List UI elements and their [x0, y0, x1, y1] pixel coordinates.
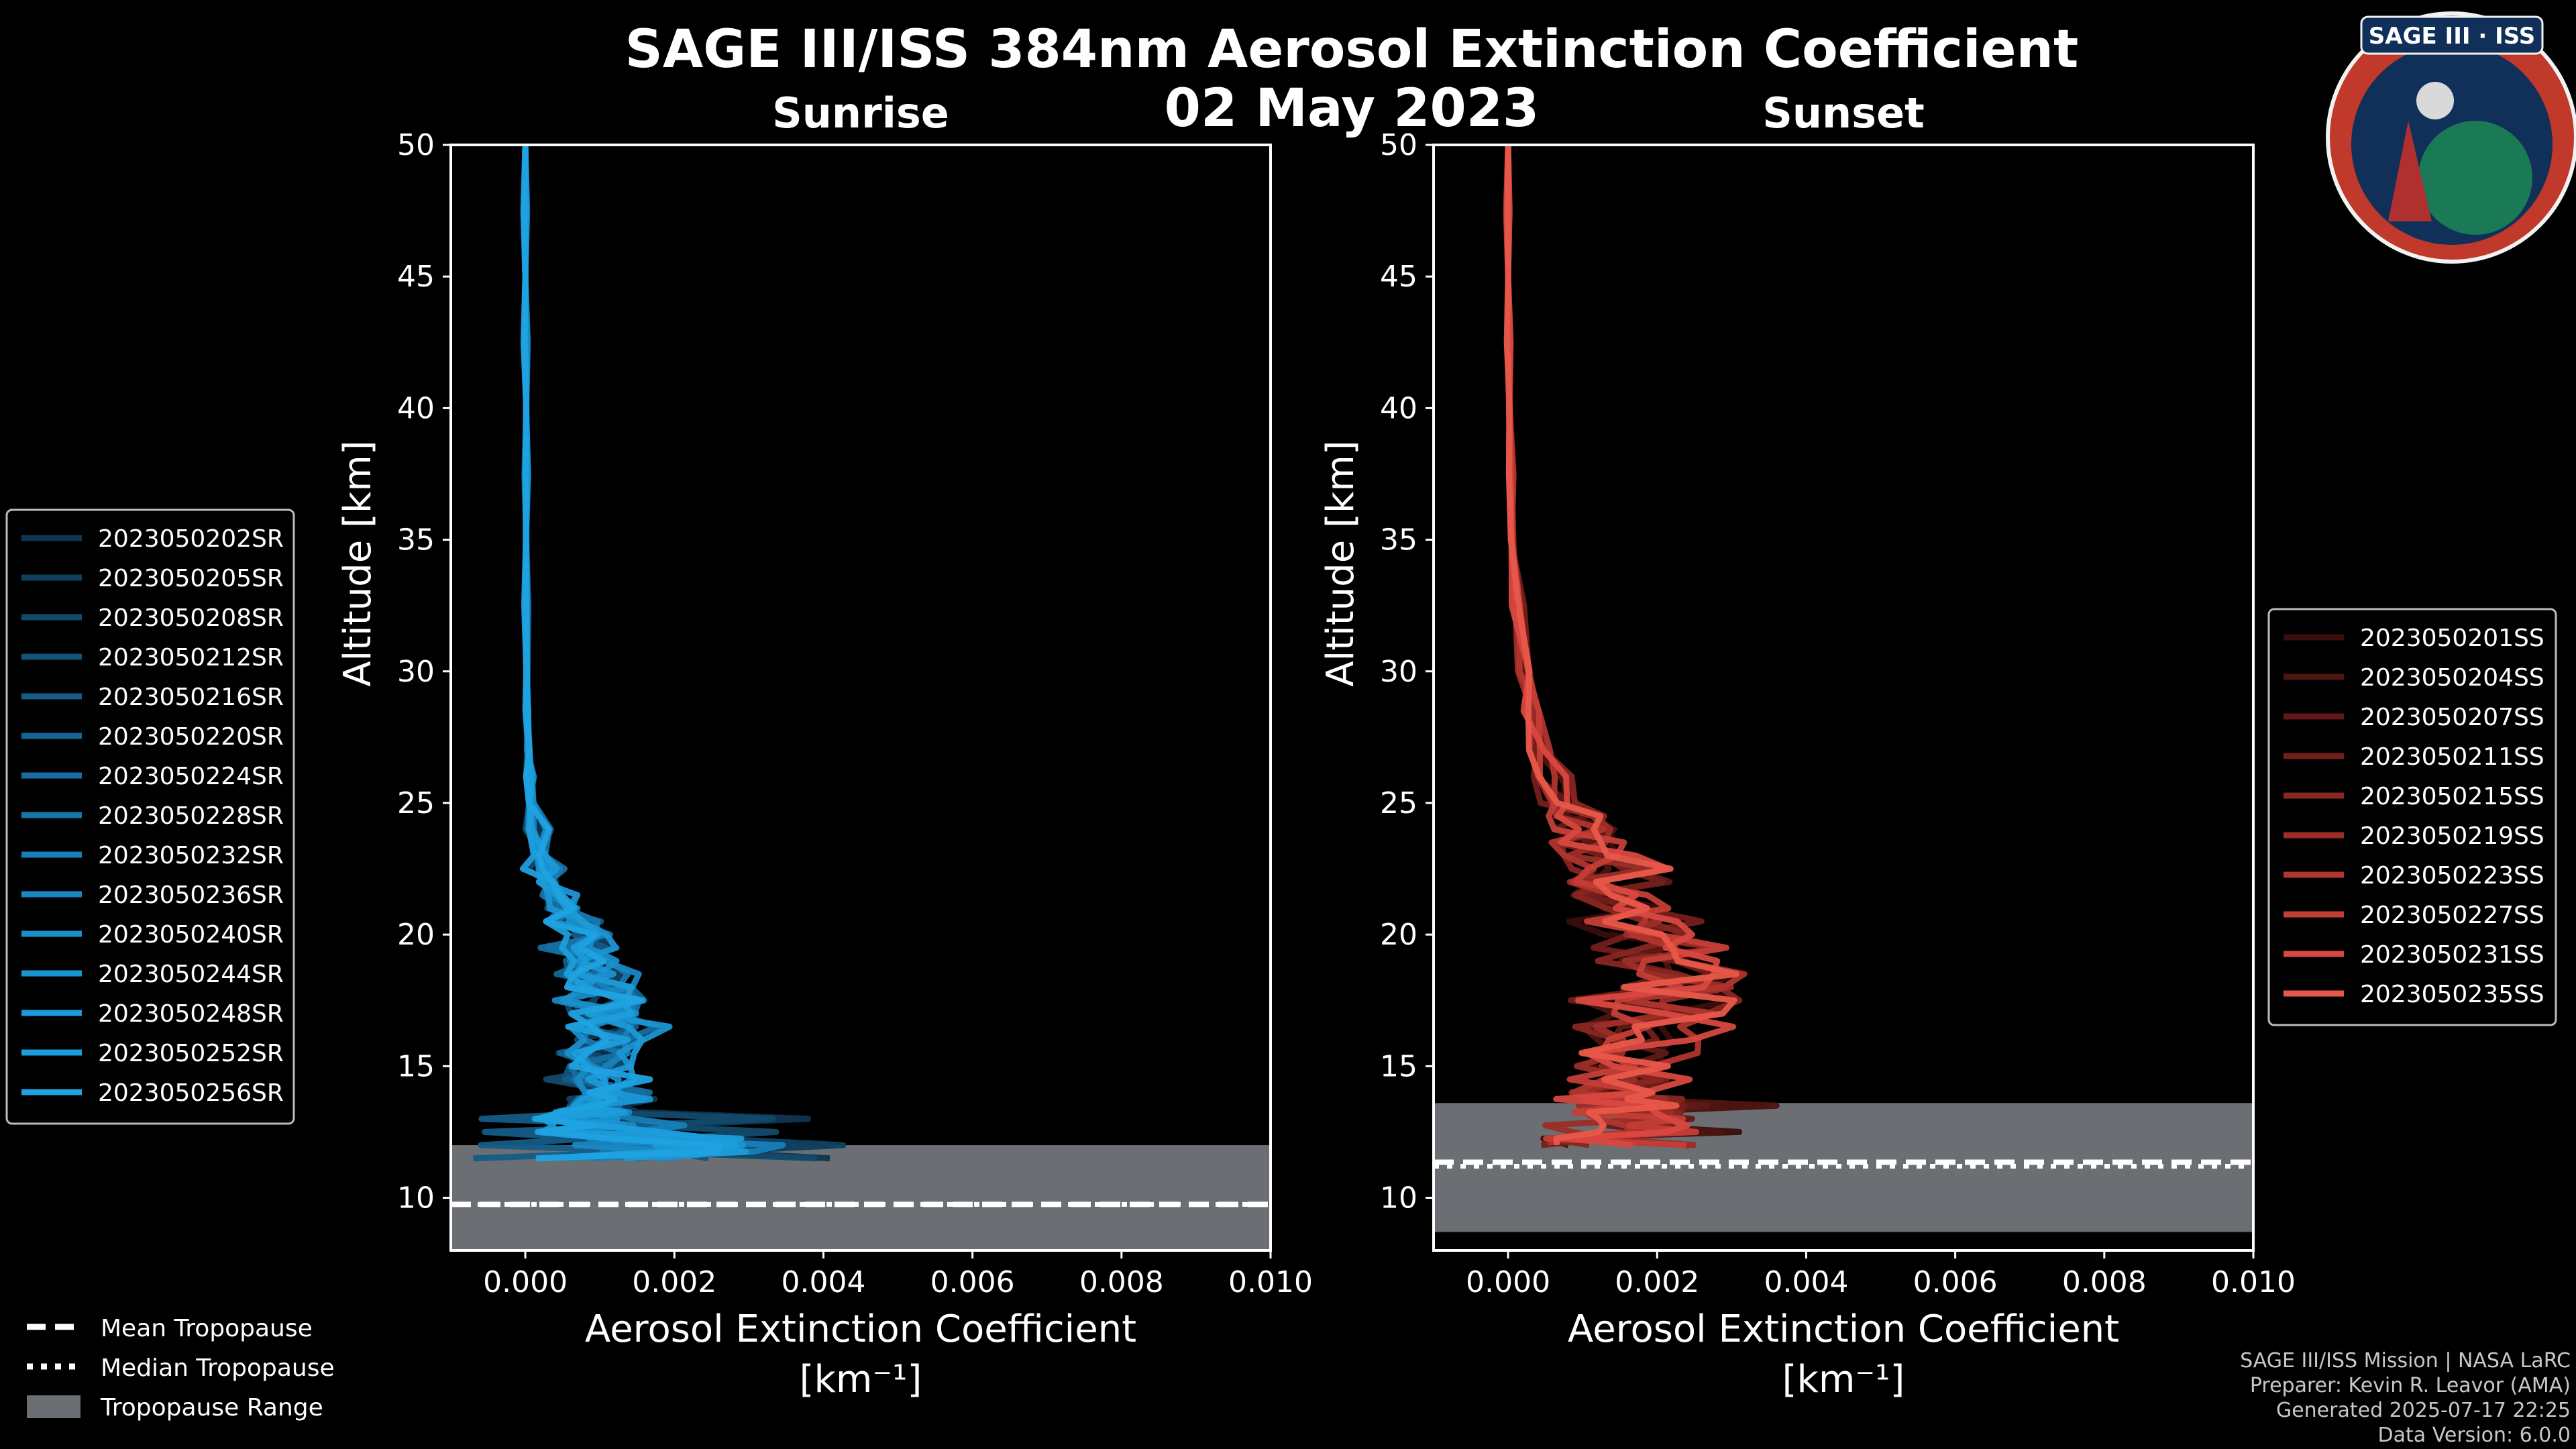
y-tick-label: 10	[397, 1181, 435, 1216]
legend-entry: 2023050219SS	[2360, 822, 2544, 850]
y-tick-label: 25	[397, 786, 435, 820]
panel-title: Sunrise	[772, 89, 949, 138]
series-legend: 2023050202SR 2023050205SR 2023050208SR 2023…	[5, 508, 295, 1125]
x-tick-label: 0.000	[1466, 1265, 1550, 1299]
y-tick-label: 25	[1380, 786, 1417, 820]
y-axis-label: Altitude [km]	[1319, 440, 1362, 686]
legend-entry: 2023050202SR	[98, 525, 284, 553]
plot-frame	[1432, 144, 2255, 1252]
x-tick-label: 0.004	[781, 1265, 865, 1299]
legend-entry: 2023050223SS	[2360, 862, 2544, 890]
legend-entry: 2023050235SS	[2360, 981, 2544, 1008]
mean-tropopause-label: Mean Tropopause	[101, 1315, 313, 1342]
profile-line	[1505, 145, 1736, 1148]
x-tick-label: 0.006	[1913, 1265, 1998, 1299]
legend-entry: 2023050204SS	[2360, 664, 2544, 692]
y-tick-label: 20	[397, 918, 435, 952]
legend-entry: 2023050208SR	[98, 604, 284, 632]
legend-entry: 2023050220SR	[98, 723, 284, 751]
plot-area	[451, 145, 1271, 1250]
x-tick-label: 0.006	[930, 1265, 1015, 1299]
legend-entry: 2023050216SR	[98, 684, 284, 711]
x-axis-units: [km⁻¹]	[800, 1358, 922, 1401]
chart-panel-sunrise: Sunrise 10 15 20 25 30 35 40 45 50 0.000 0.002 0.004…	[5, 89, 1313, 1401]
x-tick-label: 0.008	[2062, 1265, 2147, 1299]
legend-entry: 2023050256SR	[98, 1079, 284, 1107]
profile-line	[1503, 145, 1739, 1146]
legend-entry: 2023050201SS	[2360, 625, 2544, 652]
figure-date: 02 May 2023	[1165, 78, 1540, 139]
plot-area	[1434, 145, 2253, 1232]
legend-entry: 2023050224SR	[98, 763, 284, 790]
x-axis-units: [km⁻¹]	[1782, 1358, 1905, 1401]
x-tick-label: 0.002	[632, 1265, 716, 1299]
legend-entry: 2023050252SR	[98, 1040, 284, 1067]
logo-figure	[2388, 121, 2432, 221]
x-tick-label: 0.004	[1764, 1265, 1848, 1299]
credit-line: Generated 2025-07-17 22:25	[2276, 1399, 2571, 1422]
credits: SAGE III/ISS Mission | NASA LaRC Prepare…	[2240, 1349, 2571, 1447]
y-tick-label: 20	[1380, 918, 1417, 952]
legend-entry: 2023050227SS	[2360, 902, 2544, 929]
y-tick-label: 15	[1380, 1049, 1417, 1083]
x-tick-label: 0.010	[1228, 1265, 1313, 1299]
logo-moon	[2416, 82, 2454, 119]
legend-entry: 2023050228SR	[98, 802, 284, 830]
y-tick-label: 35	[1380, 523, 1417, 557]
y-tick-label: 50	[1380, 128, 1417, 162]
legend-entry: 2023050236SR	[98, 881, 284, 909]
x-axis-label: Aerosol Extinction Coefficient	[585, 1307, 1136, 1351]
sage-logo: SAGE III · ISS	[2326, 11, 2576, 264]
credit-line: SAGE III/ISS Mission | NASA LaRC	[2240, 1349, 2571, 1373]
y-tick-label: 35	[397, 523, 435, 557]
legend-entry: 2023050205SR	[98, 565, 284, 592]
legend-entry: 2023050244SR	[98, 961, 284, 988]
x-tick-label: 0.000	[483, 1265, 568, 1299]
legend-box	[2267, 608, 2557, 1026]
legend-entry: 2023050211SS	[2360, 743, 2544, 771]
tropopause-range-band	[451, 1145, 1271, 1250]
logo-globe	[2418, 121, 2532, 235]
legend-entry: 2023050248SR	[98, 1000, 284, 1028]
credit-line: Preparer: Kevin R. Leavor (AMA)	[2250, 1374, 2571, 1397]
logo-banner	[2360, 15, 2544, 55]
tropopause-range-label: Tropopause Range	[100, 1394, 323, 1421]
legend-entry: 2023050215SS	[2360, 783, 2544, 810]
x-axis-label: Aerosol Extinction Coefficient	[1568, 1307, 2119, 1351]
x-tick-label: 0.002	[1615, 1265, 1699, 1299]
y-tick-label: 45	[397, 260, 435, 294]
chart-panel-sunset: Sunset 10 15 20 25 30 35 40 45 50 0.000 0.002 0.004 0…	[1319, 89, 2557, 1401]
plot-frame	[449, 144, 1272, 1252]
tropopause-legend: Mean Tropopause Median Tropopause Tropop…	[27, 1315, 335, 1421]
legend-entry: 2023050240SR	[98, 921, 284, 949]
y-tick-label: 40	[1380, 391, 1417, 425]
y-tick-label: 40	[397, 391, 435, 425]
profile-line	[521, 145, 722, 1162]
y-tick-label: 10	[1380, 1181, 1417, 1216]
figure-title: SAGE III/ISS 384nm Aerosol Extinction Co…	[625, 19, 2079, 80]
legend-entry: 2023050231SS	[2360, 941, 2544, 969]
y-tick-label: 15	[397, 1049, 435, 1083]
legend-entry: 2023050212SR	[98, 644, 284, 672]
tropopause-range-swatch	[27, 1395, 80, 1418]
legend-entry: 2023050232SR	[98, 842, 284, 869]
y-tick-label: 50	[397, 128, 435, 162]
series-legend: 2023050201SS 2023050204SS 2023050207SS 2023…	[2267, 608, 2557, 1026]
profile-line	[1503, 145, 1734, 1148]
x-tick-label: 0.008	[1079, 1265, 1164, 1299]
logo-text: SAGE III · ISS	[2369, 23, 2535, 50]
legend-box	[5, 508, 295, 1125]
y-tick-label: 45	[1380, 260, 1417, 294]
y-axis-label: Altitude [km]	[336, 440, 380, 686]
legend-entry: 2023050207SS	[2360, 704, 2544, 731]
median-tropopause-label: Median Tropopause	[101, 1354, 335, 1382]
y-tick-label: 30	[397, 655, 435, 689]
credit-line: Data Version: 6.0.0	[2378, 1424, 2571, 1447]
x-tick-label: 0.010	[2211, 1265, 2296, 1299]
y-tick-label: 30	[1380, 655, 1417, 689]
panel-title: Sunset	[1762, 89, 1925, 138]
